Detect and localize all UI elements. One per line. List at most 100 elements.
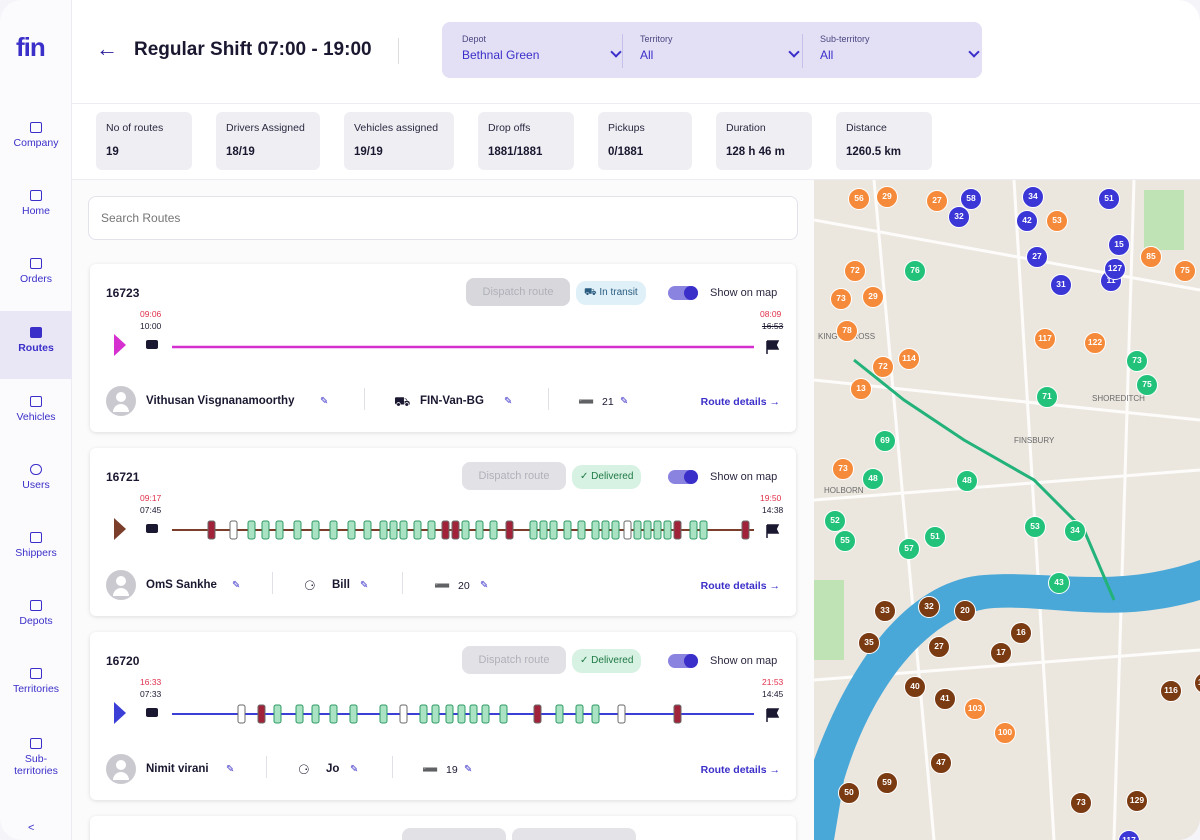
map-stop-pin[interactable]: 50 bbox=[838, 782, 860, 804]
edit-driver-icon[interactable]: ✎ bbox=[232, 580, 241, 591]
dispatch-route-button[interactable]: Dispatch route bbox=[462, 462, 566, 490]
map-stop-pin[interactable]: 75 bbox=[1174, 260, 1196, 282]
dispatch-route-button[interactable] bbox=[402, 828, 506, 840]
map-stop-pin[interactable]: 29 bbox=[876, 186, 898, 208]
map-stop-pin[interactable]: 73 bbox=[830, 288, 852, 310]
check-icon: ✓ bbox=[580, 471, 592, 482]
stop-marker bbox=[207, 520, 216, 540]
map-stop-pin[interactable]: 57 bbox=[898, 538, 920, 560]
map-stop-pin[interactable]: 34 bbox=[1064, 520, 1086, 542]
depot-select[interactable]: Depot Bethnal Green bbox=[462, 34, 632, 68]
sidebar-item-company[interactable]: Company bbox=[0, 122, 72, 190]
edit-vehicle-icon[interactable]: ✎ bbox=[504, 396, 513, 407]
map-stop-pin[interactable]: 85 bbox=[1140, 246, 1162, 268]
map-stop-pin[interactable]: 35 bbox=[858, 632, 880, 654]
map-stop-pin[interactable]: 32 bbox=[918, 596, 940, 618]
edit-stops-icon[interactable]: ✎ bbox=[464, 764, 473, 775]
sidebar-item-vehicles[interactable]: Vehicles bbox=[0, 396, 72, 464]
show-on-map-label: Show on map bbox=[710, 655, 778, 667]
map-stop-pin[interactable]: 53 bbox=[1046, 210, 1068, 232]
fin-logo[interactable]: fin bbox=[16, 32, 46, 62]
map-stop-pin[interactable]: 116 bbox=[1160, 680, 1182, 702]
map-stop-pin[interactable]: 31 bbox=[1050, 274, 1072, 296]
map-stop-pin[interactable]: 43 bbox=[1048, 572, 1070, 594]
stop-marker bbox=[237, 704, 246, 724]
edit-stops-icon[interactable]: ✎ bbox=[620, 396, 629, 407]
map-stop-pin[interactable]: 56 bbox=[848, 188, 870, 210]
map-stop-pin[interactable]: 53 bbox=[1024, 516, 1046, 538]
map-stop-pin[interactable]: 72 bbox=[844, 260, 866, 282]
map-stop-pin[interactable]: 33 bbox=[874, 600, 896, 622]
route-details-link[interactable]: Route details → bbox=[700, 764, 780, 776]
stop-marker bbox=[311, 704, 320, 724]
map-stop-pin[interactable]: 16 bbox=[1010, 622, 1032, 644]
sidebar-item-depots[interactable]: Depots bbox=[0, 600, 72, 668]
route-map[interactable]: KING'S CROSS SHOREDITCH FINSBURY HOLBORN… bbox=[814, 180, 1200, 840]
route-details-link[interactable]: Route details → bbox=[700, 580, 780, 592]
map-stop-pin[interactable]: 73 bbox=[1126, 350, 1148, 372]
map-stop-pin[interactable]: 51 bbox=[924, 526, 946, 548]
map-stop-pin[interactable]: 122 bbox=[1084, 332, 1106, 354]
map-stop-pin[interactable]: 76 bbox=[904, 260, 926, 282]
show-on-map-toggle[interactable] bbox=[668, 654, 698, 668]
map-stop-pin[interactable]: 129 bbox=[1126, 790, 1148, 812]
route-details-link[interactable]: Route details → bbox=[700, 396, 780, 408]
show-on-map-toggle[interactable] bbox=[668, 286, 698, 300]
map-stop-pin[interactable]: 48 bbox=[956, 470, 978, 492]
sidebar-item-sub-territories[interactable]: Sub-territories bbox=[0, 738, 72, 806]
map-stop-pin[interactable]: 55 bbox=[834, 530, 856, 552]
map-stop-pin[interactable]: 71 bbox=[1036, 386, 1058, 408]
territory-select[interactable]: Territory All bbox=[640, 34, 810, 68]
map-stop-pin[interactable]: 52 bbox=[824, 510, 846, 532]
map-stop-pin[interactable]: 75 bbox=[1136, 374, 1158, 396]
sidebar-item-territories[interactable]: Territories bbox=[0, 668, 72, 736]
map-stop-pin[interactable]: 78 bbox=[836, 320, 858, 342]
map-stop-pin[interactable]: 41 bbox=[934, 688, 956, 710]
dispatch-route-button[interactable]: Dispatch route bbox=[462, 646, 566, 674]
map-stop-pin[interactable]: 34 bbox=[1022, 186, 1044, 208]
map-stop-pin[interactable]: 51 bbox=[1098, 188, 1120, 210]
sidebar-item-orders[interactable]: Orders bbox=[0, 258, 72, 326]
map-stop-pin[interactable]: 114 bbox=[898, 348, 920, 370]
map-stop-pin[interactable]: 58 bbox=[960, 188, 982, 210]
map-stop-pin[interactable]: 103 bbox=[964, 698, 986, 720]
end-actual-time: 16:53 bbox=[762, 321, 784, 331]
map-stop-pin[interactable]: 127 bbox=[1104, 258, 1126, 280]
search-routes-input[interactable] bbox=[88, 196, 798, 240]
map-stop-pin[interactable]: 27 bbox=[926, 190, 948, 212]
map-stop-pin[interactable]: 32 bbox=[948, 206, 970, 228]
sidebar-item-users[interactable]: Users bbox=[0, 464, 72, 532]
show-on-map-toggle[interactable] bbox=[668, 470, 698, 484]
sidebar-item-shippers[interactable]: Shippers bbox=[0, 532, 72, 600]
map-stop-pin[interactable]: 69 bbox=[874, 430, 896, 452]
map-stop-pin[interactable]: 27 bbox=[928, 636, 950, 658]
map-stop-pin[interactable]: 15 bbox=[1108, 234, 1130, 256]
map-stop-pin[interactable]: 40 bbox=[904, 676, 926, 698]
map-stop-pin[interactable]: 29 bbox=[862, 286, 884, 308]
sidebar-item-routes[interactable]: Routes bbox=[0, 311, 72, 379]
map-stop-pin[interactable]: 73 bbox=[832, 458, 854, 480]
sub-territory-select[interactable]: Sub-territory All bbox=[820, 34, 990, 68]
map-stop-pin[interactable]: 48 bbox=[862, 468, 884, 490]
map-stop-pin[interactable]: 72 bbox=[872, 356, 894, 378]
map-stop-pin[interactable]: 13 bbox=[850, 378, 872, 400]
sidebar-item-home[interactable]: Home bbox=[0, 190, 72, 258]
edit-stops-icon[interactable]: ✎ bbox=[480, 580, 489, 591]
map-stop-pin[interactable]: 17 bbox=[990, 642, 1012, 664]
map-stop-pin[interactable]: 27 bbox=[1026, 246, 1048, 268]
dispatch-route-button[interactable]: Dispatch route bbox=[466, 278, 570, 306]
map-stop-pin[interactable]: 100 bbox=[994, 722, 1016, 744]
edit-driver-icon[interactable]: ✎ bbox=[226, 764, 235, 775]
collapse-icon[interactable]: < bbox=[28, 822, 35, 834]
map-stop-pin[interactable]: 20 bbox=[954, 600, 976, 622]
map-stop-pin[interactable]: 59 bbox=[876, 772, 898, 794]
map-stop-pin[interactable]: 47 bbox=[930, 752, 952, 774]
edit-driver-icon[interactable]: ✎ bbox=[320, 396, 329, 407]
edit-vehicle-icon[interactable]: ✎ bbox=[350, 764, 359, 775]
edit-vehicle-icon[interactable]: ✎ bbox=[360, 580, 369, 591]
map-stop-pin[interactable]: 73 bbox=[1070, 792, 1092, 814]
map-stop-pin[interactable]: 117 bbox=[1034, 328, 1056, 350]
back-arrow-icon[interactable]: ← bbox=[96, 36, 118, 61]
map-stop-pin[interactable]: 42 bbox=[1016, 210, 1038, 232]
filter-label: Sub-territory bbox=[820, 34, 870, 44]
